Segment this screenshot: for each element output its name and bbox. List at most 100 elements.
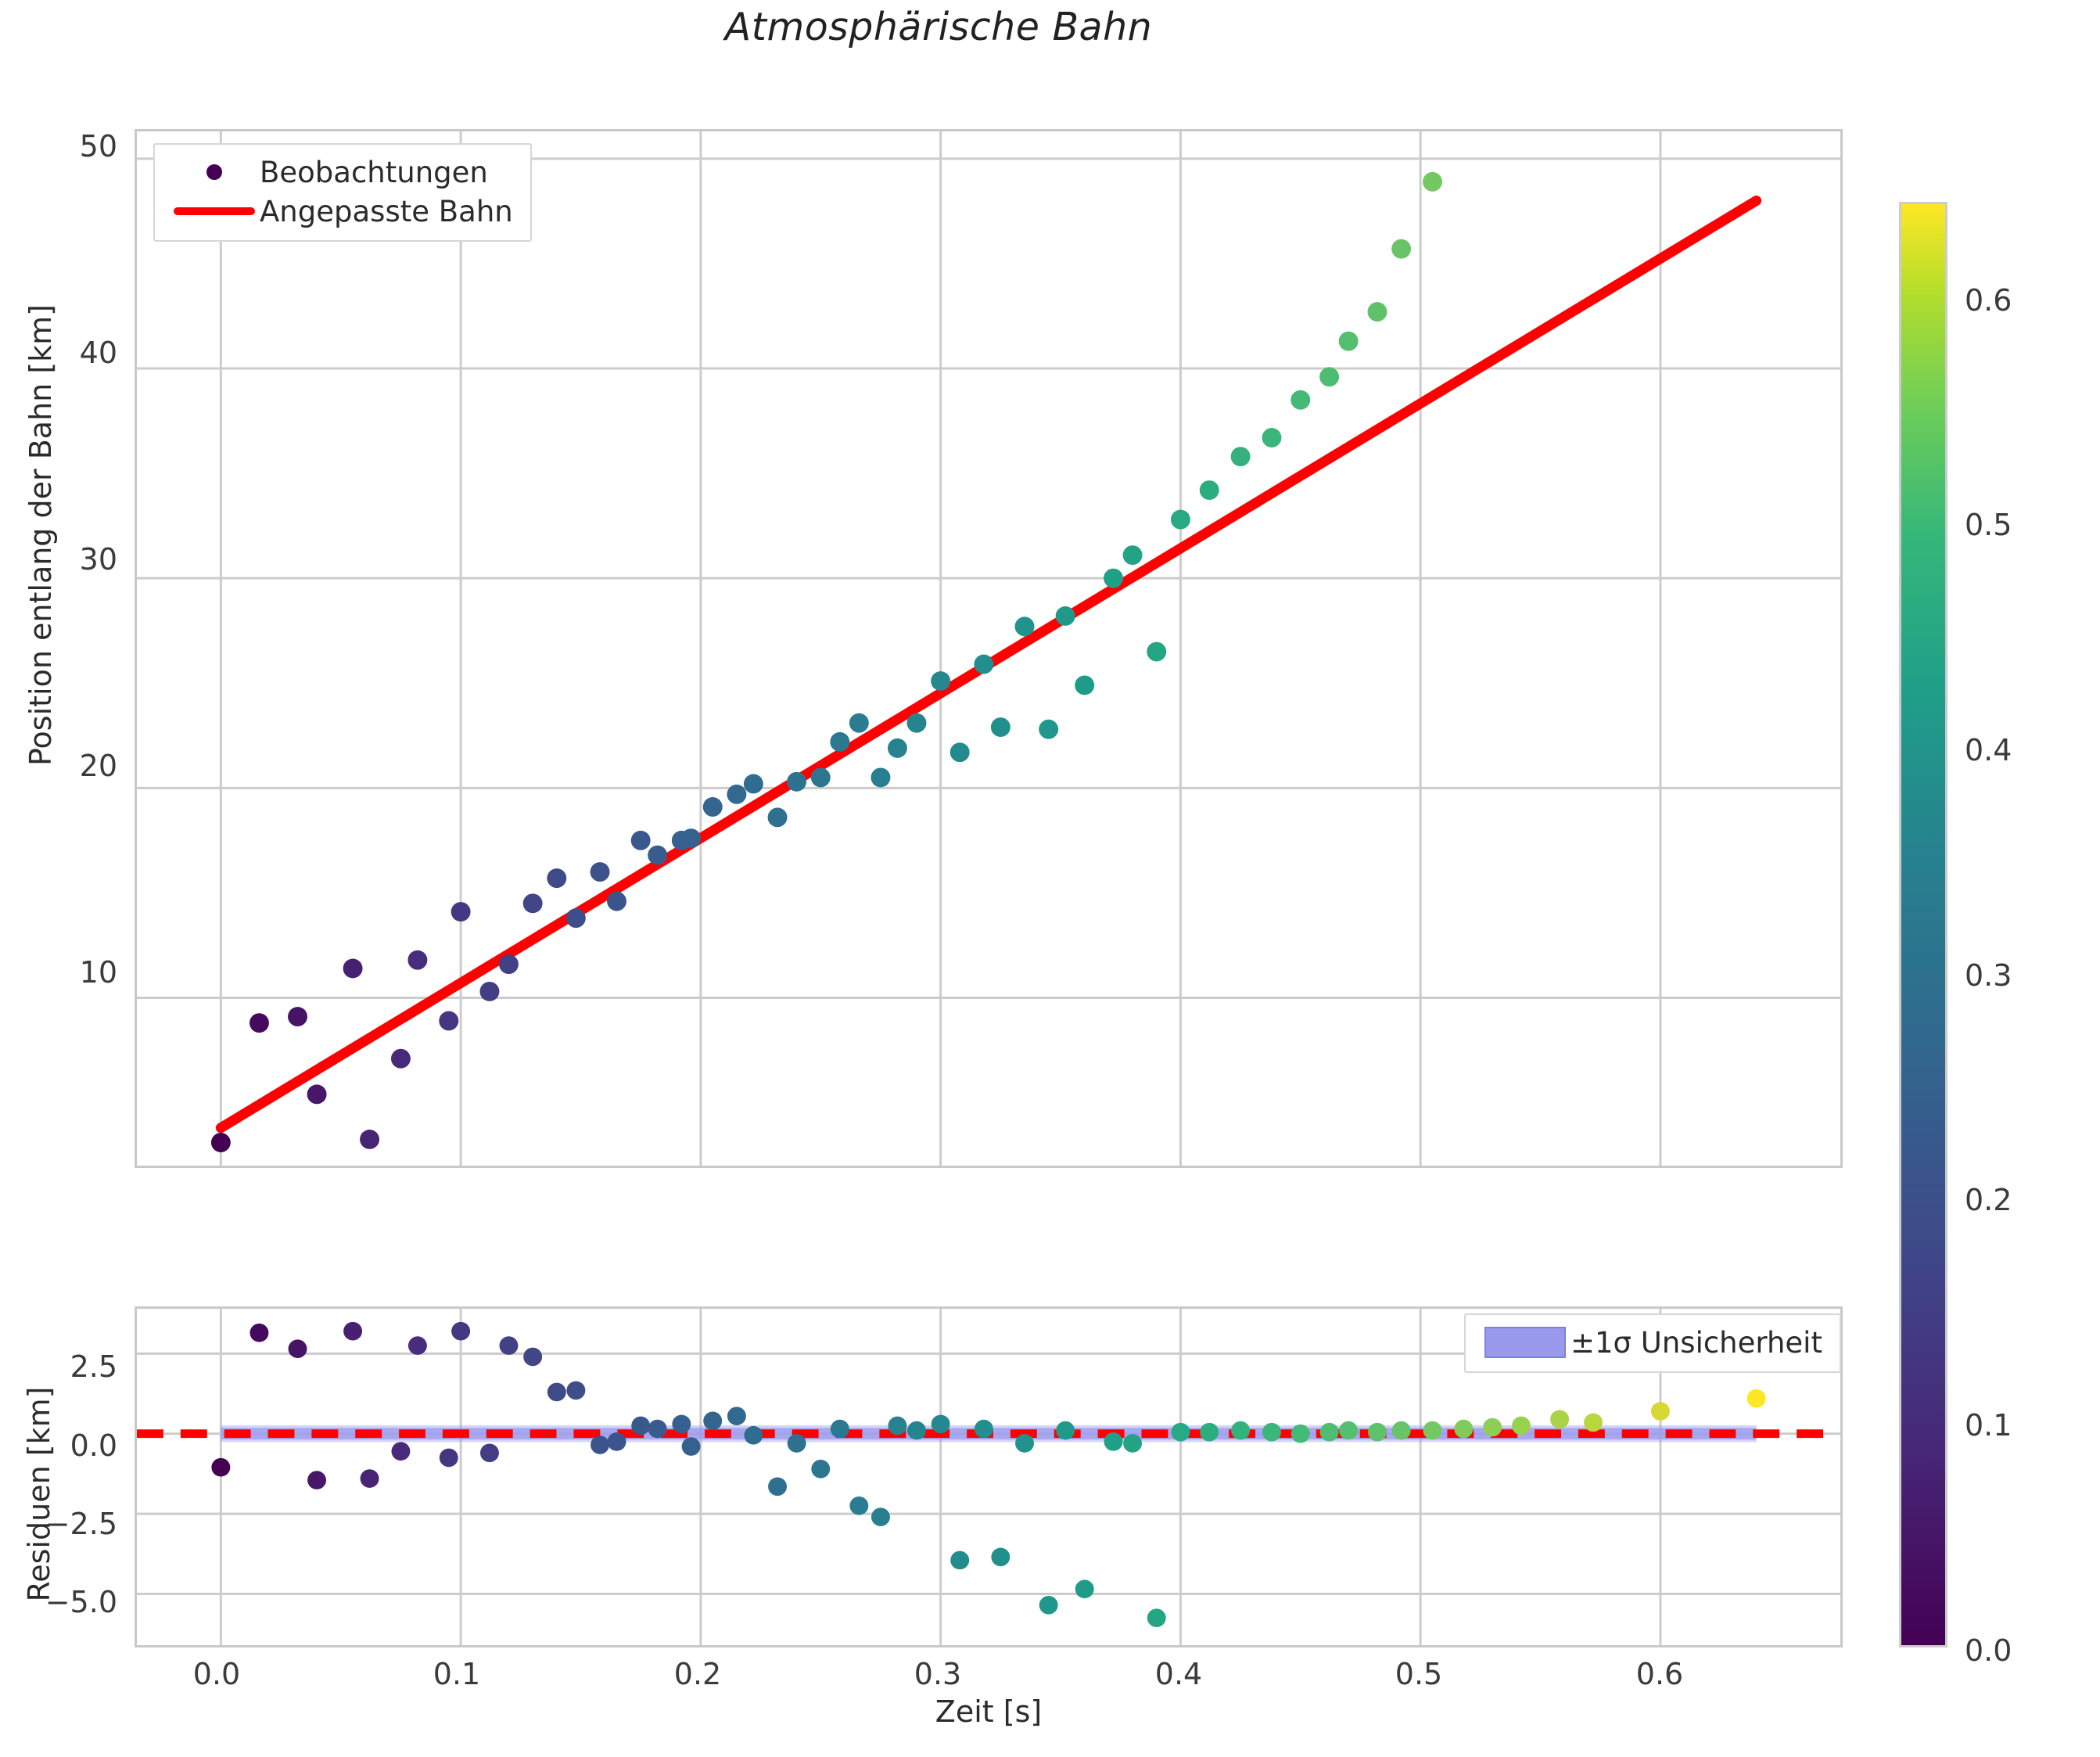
data-point[interactable] [1423,171,1442,192]
data-point[interactable] [681,828,702,849]
data-point[interactable] [288,1007,307,1027]
data-point[interactable] [949,742,970,763]
residual-point[interactable] [307,1471,327,1489]
residual-points[interactable] [211,1321,1766,1628]
residual-point[interactable] [631,1416,651,1435]
residual-point[interactable] [991,1547,1011,1567]
residual-point[interactable] [1231,1421,1251,1440]
data-point[interactable] [630,830,651,850]
residual-point[interactable] [648,1419,667,1439]
data-point[interactable] [1199,480,1219,500]
data-point[interactable] [1230,447,1251,467]
residual-point[interactable] [1391,1421,1411,1440]
residual-point[interactable] [744,1425,763,1445]
residual-point[interactable] [1339,1421,1359,1440]
data-point[interactable] [743,774,763,794]
residual-point[interactable] [681,1437,701,1456]
residual-point[interactable] [249,1323,269,1342]
residual-point[interactable] [907,1421,926,1440]
data-point[interactable] [887,738,907,758]
residual-point[interactable] [1584,1413,1603,1432]
legend-row-uncertainty[interactable]: ±1σ Unsicherheit [1480,1323,1822,1362]
residual-point[interactable] [566,1381,586,1400]
residual-point[interactable] [1056,1421,1075,1440]
residual-point[interactable] [1454,1419,1474,1439]
residual-point[interactable] [672,1414,691,1434]
residual-point[interactable] [811,1459,831,1479]
data-point[interactable] [343,958,363,979]
residual-point[interactable] [768,1477,788,1497]
residual-point[interactable] [849,1497,869,1515]
data-point[interactable] [210,1133,231,1152]
residual-point[interactable] [451,1321,471,1341]
data-point[interactable] [307,1084,327,1105]
data-point[interactable] [1367,302,1387,322]
residual-point[interactable] [871,1507,890,1527]
data-point[interactable] [360,1130,380,1149]
residual-point[interactable] [1039,1595,1058,1615]
residual-point[interactable] [1104,1432,1123,1451]
legend-row-observations[interactable]: Beobachtungen [169,153,513,192]
data-point[interactable] [499,954,519,975]
data-point[interactable] [390,1048,411,1069]
data-point[interactable] [479,981,500,1001]
data-point[interactable] [931,671,951,692]
residual-point[interactable] [1319,1422,1339,1442]
residual-point[interactable] [703,1411,723,1431]
residual-point[interactable] [407,1336,427,1355]
residual-point[interactable] [1650,1402,1670,1421]
residual-point[interactable] [288,1339,307,1359]
residual-point[interactable] [1171,1422,1190,1442]
residual-point[interactable] [1367,1422,1387,1442]
residual-point[interactable] [1291,1424,1310,1443]
data-point[interactable] [1262,428,1282,447]
residual-point[interactable] [591,1435,610,1454]
residual-point[interactable] [1200,1422,1219,1442]
data-point[interactable] [974,654,994,674]
residual-point[interactable] [787,1434,806,1453]
observation-points[interactable] [210,171,1442,1152]
data-point[interactable] [1039,719,1059,739]
data-point[interactable] [1104,568,1123,588]
data-point[interactable] [249,1013,269,1033]
residual-point[interactable] [479,1443,499,1463]
residual-point[interactable] [1015,1434,1034,1453]
data-point[interactable] [1338,331,1359,351]
data-point[interactable] [1014,616,1035,637]
data-point[interactable] [565,908,586,929]
residual-point[interactable] [1423,1421,1442,1440]
residual-point[interactable] [1147,1608,1166,1628]
data-point[interactable] [767,807,788,828]
data-point[interactable] [990,717,1011,738]
data-point[interactable] [547,868,567,889]
residual-point[interactable] [547,1382,566,1402]
residual-point[interactable] [211,1457,231,1477]
residual-point[interactable] [607,1432,626,1451]
residual-point[interactable] [1746,1389,1766,1408]
data-point[interactable] [1291,390,1311,410]
residual-point[interactable] [830,1419,849,1439]
data-point[interactable] [522,893,543,914]
residual-point[interactable] [499,1336,519,1355]
data-point[interactable] [1122,545,1143,566]
residual-point[interactable] [931,1414,950,1434]
residual-point[interactable] [1262,1422,1281,1442]
data-point[interactable] [648,845,668,865]
residual-point[interactable] [950,1550,970,1570]
data-point[interactable] [407,950,428,970]
data-point[interactable] [607,891,626,911]
residual-point[interactable] [391,1442,411,1461]
residual-point[interactable] [343,1321,363,1341]
data-point[interactable] [439,1011,459,1031]
colorbar[interactable] [1899,202,1947,1647]
data-point[interactable] [1055,605,1075,626]
data-point[interactable] [451,902,471,922]
residual-point[interactable] [1512,1416,1531,1435]
data-point[interactable] [849,713,869,733]
legend-row-fit[interactable]: Angepasste Bahn [169,192,513,231]
data-point[interactable] [1319,367,1340,387]
data-point[interactable] [810,767,831,788]
data-point[interactable] [830,731,850,752]
residual-point[interactable] [1483,1417,1502,1437]
data-point[interactable] [590,862,610,882]
